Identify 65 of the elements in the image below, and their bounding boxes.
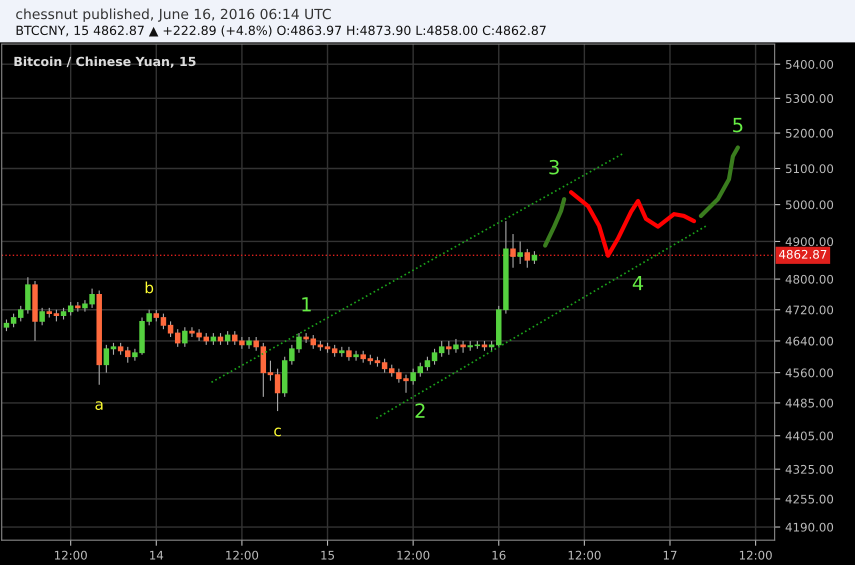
y-tick-label: 5400.00 xyxy=(786,60,834,69)
annotation: 2 xyxy=(416,403,425,418)
candlestick xyxy=(4,318,10,332)
y-tick-label: 4720.00 xyxy=(786,305,834,314)
y-tick-label: 4190.00 xyxy=(786,522,834,532)
candlestick xyxy=(75,301,81,312)
y-tick-label: 4560.00 xyxy=(786,368,834,378)
candlestick xyxy=(346,346,352,362)
candlestick xyxy=(210,332,216,346)
annotation: 3 xyxy=(549,160,559,175)
line-series xyxy=(568,190,696,258)
y-tick-label: 4800.00 xyxy=(786,274,834,284)
annotation: Bitcoin / Chinese Yuan, 15 xyxy=(14,56,196,68)
x-tick-label: 14 xyxy=(150,550,164,560)
candlestick xyxy=(89,288,95,308)
candlestick xyxy=(296,332,302,354)
candlestick xyxy=(532,250,538,265)
candlestick xyxy=(339,346,345,358)
candlestick xyxy=(274,368,280,412)
y-tick-label: 4640.00 xyxy=(786,336,834,346)
x-tick-label: 12:00 xyxy=(568,550,601,560)
x-tick-label: 15 xyxy=(321,550,334,560)
candlestick xyxy=(224,330,230,346)
ref-line-label: 4862.87 xyxy=(779,250,826,259)
annotation: 1 xyxy=(302,297,311,312)
candlestick xyxy=(517,240,523,265)
x-tick-label: 12:00 xyxy=(54,550,87,560)
candlestick xyxy=(189,326,195,338)
y-tick-label: 5300.00 xyxy=(786,94,834,103)
x-tick-label: 12:00 xyxy=(740,550,772,560)
chart-subtitle: BTCCNY, 15 4862.87 ▲ +222.89 (+4.8%) O:4863.97 H:4873.90 L:4858.00 C:4862.87 xyxy=(16,25,546,37)
candlestick xyxy=(482,340,488,352)
annotation: b xyxy=(146,282,154,294)
candlestick xyxy=(39,307,45,326)
annotation: c xyxy=(274,428,281,436)
y-tick-label: 5000.00 xyxy=(786,200,834,210)
candlestick xyxy=(460,340,466,354)
annotation: a xyxy=(95,401,103,410)
candlestick xyxy=(524,248,530,268)
candlestick xyxy=(182,326,188,348)
candlestick xyxy=(132,348,138,362)
y-tick-label: 4325.00 xyxy=(786,464,834,474)
candlestick xyxy=(453,338,459,354)
line-series xyxy=(698,145,740,218)
y-tick-label: 4485.00 xyxy=(786,398,834,408)
annotation: 4 xyxy=(632,276,644,290)
y-tick-label: 4255.00 xyxy=(786,494,834,504)
y-tick-label: 4405.00 xyxy=(786,431,834,440)
line-series xyxy=(543,197,566,248)
y-tick-label: 4900.00 xyxy=(786,237,834,246)
candlestick xyxy=(218,332,224,346)
candlestick xyxy=(246,336,252,350)
y-tick-label: 5100.00 xyxy=(786,164,834,174)
candlestick xyxy=(104,344,110,374)
x-tick-label: 12:00 xyxy=(226,550,258,560)
candlestick xyxy=(353,350,359,362)
y-tick-label: 5200.00 xyxy=(786,128,834,138)
annotation: 5 xyxy=(733,118,742,132)
candlestick xyxy=(446,340,452,356)
x-tick-label: 16 xyxy=(492,550,506,560)
candlestick xyxy=(510,233,516,268)
chart-title: chessnut published, June 16, 2016 06:14 UTC xyxy=(16,8,331,22)
x-tick-label: 12:00 xyxy=(397,550,430,560)
x-tick-label: 17 xyxy=(664,550,676,560)
candlestick xyxy=(82,300,88,312)
